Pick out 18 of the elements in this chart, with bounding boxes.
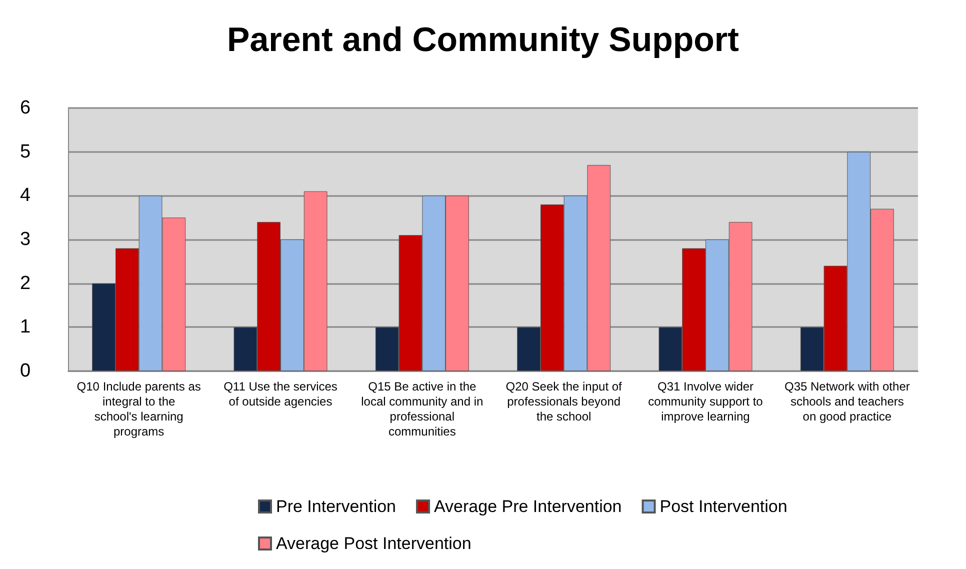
y-tick-label: 6 bbox=[20, 98, 31, 118]
legend-label: Average Pre Intervention bbox=[434, 497, 622, 516]
x-tick-label: Q31 Involve wider community support to improve learning bbox=[648, 380, 764, 424]
y-tick-label: 1 bbox=[20, 316, 31, 338]
y-tick-label: 0 bbox=[20, 360, 31, 382]
x-tick-label: Q15 Be active in the local community and in professional communities bbox=[361, 380, 484, 438]
legend-label: Post Intervention bbox=[660, 497, 788, 516]
legend-label: Average Post Intervention bbox=[276, 534, 472, 553]
legend-label: Pre Intervention bbox=[276, 497, 396, 516]
x-tick-label: Q11 Use the services of outside agencies bbox=[224, 380, 338, 408]
x-tick-label: Q35 Network with other schools and teachers on good practice bbox=[784, 380, 910, 424]
x-tick-label: Q10 Include parents as integral to the school's learning programs bbox=[76, 380, 201, 438]
y-tick-label: 2 bbox=[20, 272, 31, 294]
y-tick-label: 5 bbox=[20, 141, 31, 162]
y-tick-label: 3 bbox=[20, 229, 31, 250]
y-tick-label: 4 bbox=[20, 185, 31, 206]
chart-title: Parent and Community Support bbox=[227, 21, 739, 59]
x-tick-label: Q20 Seek the input of professionals beyond the school bbox=[506, 380, 623, 424]
